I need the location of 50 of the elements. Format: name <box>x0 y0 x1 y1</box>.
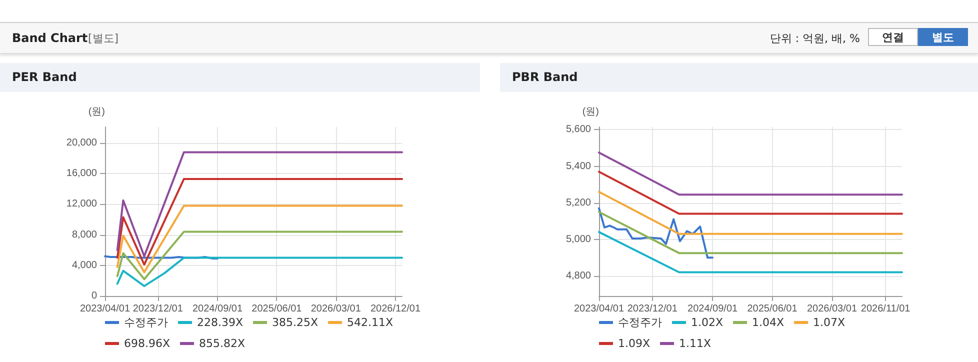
y-tick-label: 5,000 <box>566 234 592 245</box>
line-series <box>116 230 403 280</box>
legend-label: 228.39X <box>197 316 244 329</box>
text: 연결 <box>868 28 918 46</box>
text: Band Chart <box>12 31 88 45</box>
x-tick-label: 2026/11/01 <box>860 304 911 314</box>
y-tick-label: 12,000 <box>66 198 98 210</box>
line-series <box>598 207 714 259</box>
x-tick-label: 2026/12/01 <box>370 304 421 314</box>
x-tick-label: 2023/12/01 <box>627 304 678 314</box>
y-tick-label: 16,000 <box>66 168 98 180</box>
x-tick-label: 2024/09/01 <box>192 304 243 314</box>
y-tick-label: 4,000 <box>72 260 98 271</box>
x-tick-label: 2024/09/01 <box>688 304 738 314</box>
text: 별도 <box>918 28 968 46</box>
legend-label: 542.11X <box>347 316 394 329</box>
line-series <box>116 204 403 274</box>
chart-title: PER Band <box>0 63 480 92</box>
line-series <box>116 151 403 258</box>
y-tick-label: 5,400 <box>566 160 592 172</box>
text: 단위 : 억원, 배, % <box>770 31 860 46</box>
legend-label: 1.07X <box>813 316 846 329</box>
legend-label: 855.82X <box>199 337 246 350</box>
legend-label: 385.25X <box>272 316 319 329</box>
x-tick-label: 2025/06/01 <box>747 304 798 314</box>
legend-label: 수정주가 <box>618 316 662 329</box>
x-tick-label: 2023/04/01 <box>80 304 130 314</box>
y-axis-title: (원) <box>582 106 599 118</box>
y-tick-label: 4,800 <box>566 270 592 282</box>
legend-label: 698.96X <box>124 337 170 350</box>
y-tick-label: 20,000 <box>66 138 98 149</box>
x-tick-label: 2023/12/01 <box>132 304 184 314</box>
y-tick-label: 8,000 <box>72 229 98 240</box>
legend-label: 1.11X <box>679 337 712 350</box>
x-tick-label: 2026/03/01 <box>806 304 858 314</box>
legend-label: 1.09X <box>618 337 650 350</box>
y-axis-title: (원) <box>88 106 105 118</box>
chart-title: PBR Band <box>500 63 978 92</box>
text: [별도] <box>88 31 119 46</box>
legend-label: 1.02X <box>691 316 724 329</box>
line-series <box>116 256 403 288</box>
y-tick-label: 5,200 <box>566 197 592 208</box>
y-tick-label: 5,600 <box>566 124 592 136</box>
legend-label: 1.04X <box>752 316 785 329</box>
legend-label: 수정주가 <box>124 316 168 329</box>
x-tick-label: 2025/06/01 <box>252 304 302 314</box>
x-tick-label: 2023/04/01 <box>574 304 624 314</box>
x-tick-label: 2026/03/01 <box>310 304 362 314</box>
line-series <box>116 178 403 266</box>
y-tick-label: 0 <box>91 290 98 302</box>
